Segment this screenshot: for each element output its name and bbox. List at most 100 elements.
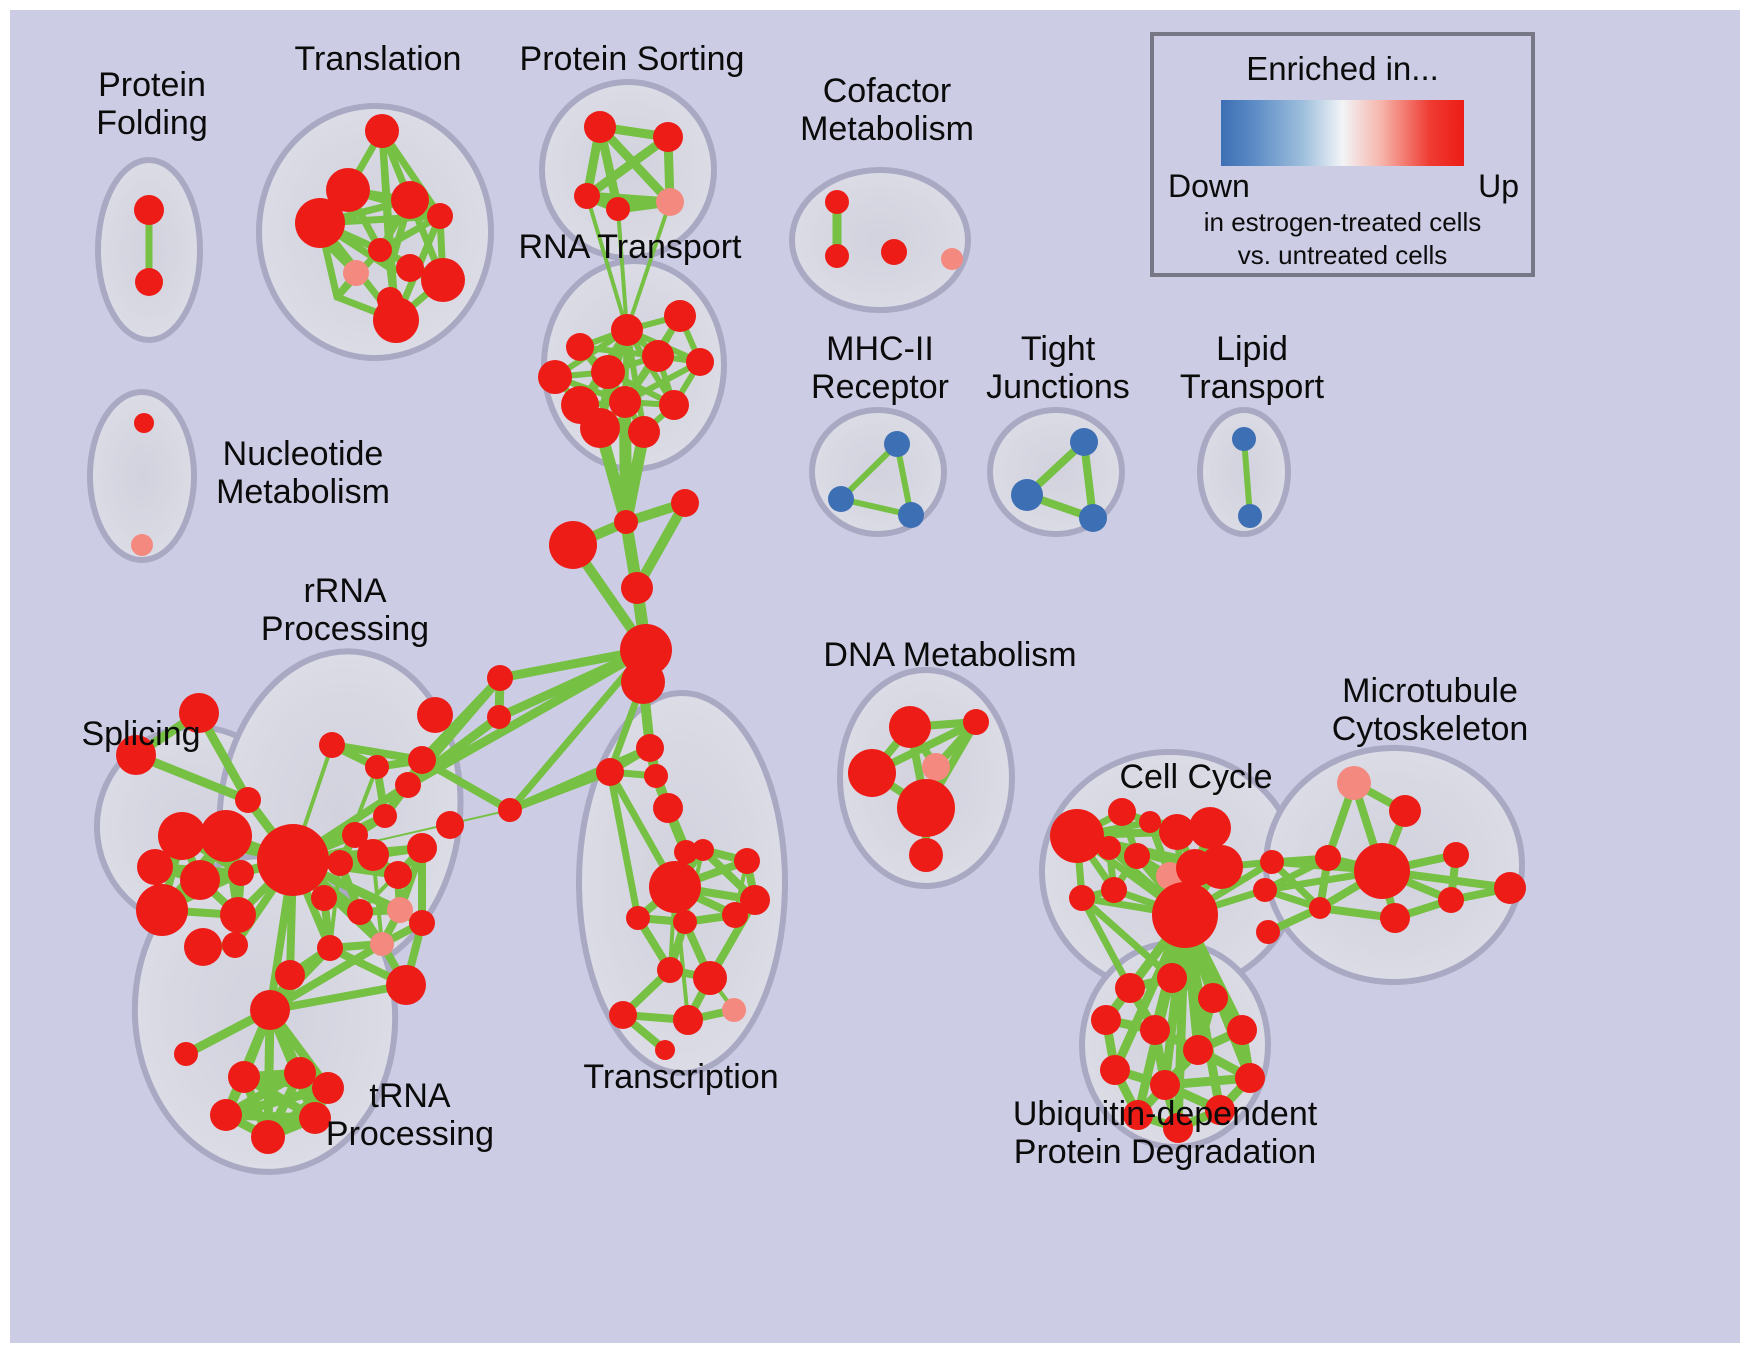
node <box>649 861 701 913</box>
node <box>357 839 389 871</box>
hull-cofactor <box>789 167 971 313</box>
edge <box>606 768 642 922</box>
edge <box>338 765 379 865</box>
node <box>626 906 650 930</box>
node <box>408 746 436 774</box>
label-nucleotide-metabolism: Nucleotide Metabolism <box>216 435 390 511</box>
node <box>1069 885 1095 911</box>
node <box>409 910 435 936</box>
node <box>656 188 684 216</box>
node <box>299 1102 331 1134</box>
node <box>671 489 699 517</box>
legend-endpoints: Down Up <box>1154 166 1531 205</box>
node <box>922 753 950 781</box>
network-graph <box>87 79 1526 1175</box>
node <box>487 665 513 691</box>
edge <box>418 674 504 764</box>
node <box>889 706 931 748</box>
node <box>210 1099 242 1131</box>
node <box>659 390 689 420</box>
label-microtubule-cytoskeleton: Microtubule Cytoskeleton <box>1331 672 1529 748</box>
node <box>1011 479 1043 511</box>
edge <box>1078 894 1176 982</box>
label-splicing: Splicing <box>81 715 201 753</box>
edge <box>632 498 690 593</box>
node <box>1140 1015 1170 1045</box>
node <box>848 749 896 797</box>
node <box>693 961 727 995</box>
node <box>184 928 222 966</box>
node <box>828 486 854 512</box>
edge <box>403 645 651 790</box>
node <box>538 360 572 394</box>
node <box>1123 1100 1153 1130</box>
node <box>584 111 616 143</box>
label-rrna-processing: rRNA Processing <box>260 572 430 648</box>
node <box>1163 1113 1193 1143</box>
node <box>740 885 770 915</box>
node <box>1253 878 1277 902</box>
label-protein-folding: Protein Folding <box>96 66 208 142</box>
node <box>1256 920 1280 944</box>
node <box>1091 1005 1121 1035</box>
node <box>284 1057 316 1089</box>
edge <box>292 809 511 861</box>
node <box>825 244 849 268</box>
label-rna-transport: RNA Transport <box>518 228 742 266</box>
node <box>1152 882 1218 948</box>
node <box>327 850 353 876</box>
label-transcription: Transcription <box>583 1058 779 1096</box>
label-mhc-ii-receptor: MHC-II Receptor <box>811 330 949 406</box>
node <box>136 884 188 936</box>
node <box>257 824 329 896</box>
node <box>319 732 345 758</box>
edge <box>378 127 444 220</box>
label-dna-metabolism: DNA Metabolism <box>823 636 1077 674</box>
node <box>368 238 392 262</box>
node <box>347 899 373 925</box>
node <box>1494 872 1526 904</box>
node <box>386 965 426 1005</box>
label-tight-junctions: Tight Junctions <box>986 330 1130 406</box>
node <box>1159 814 1195 850</box>
node <box>417 697 453 733</box>
node <box>674 840 698 864</box>
node <box>311 885 337 911</box>
node <box>373 297 419 343</box>
node <box>1101 877 1127 903</box>
node <box>1124 843 1150 869</box>
node <box>1157 963 1187 993</box>
node <box>614 510 638 534</box>
node <box>436 811 464 839</box>
node <box>644 764 668 788</box>
edge <box>838 441 900 502</box>
node <box>275 960 305 990</box>
node <box>1108 798 1136 826</box>
node <box>1050 809 1104 863</box>
hull-mhc <box>809 407 947 537</box>
node <box>1227 1015 1257 1045</box>
edge <box>1241 436 1253 519</box>
network-nodes <box>116 111 1526 1154</box>
hull-nucleotide <box>87 389 197 563</box>
node <box>220 897 256 933</box>
node <box>342 822 368 848</box>
node <box>137 849 173 885</box>
edge <box>266 940 386 1014</box>
label-ubiquitin-degradation: Ubiquitin-dependent Protein Degradation <box>1012 1095 1318 1171</box>
node <box>881 239 907 265</box>
edge <box>328 741 426 764</box>
node <box>692 839 714 861</box>
node <box>1315 845 1341 871</box>
node <box>116 735 156 775</box>
node <box>343 260 369 286</box>
node <box>1198 983 1228 1013</box>
node <box>580 408 620 448</box>
node <box>180 860 220 900</box>
edge <box>585 194 629 332</box>
node <box>235 787 261 813</box>
edge <box>625 200 672 332</box>
node <box>295 198 345 248</box>
node <box>825 190 849 214</box>
